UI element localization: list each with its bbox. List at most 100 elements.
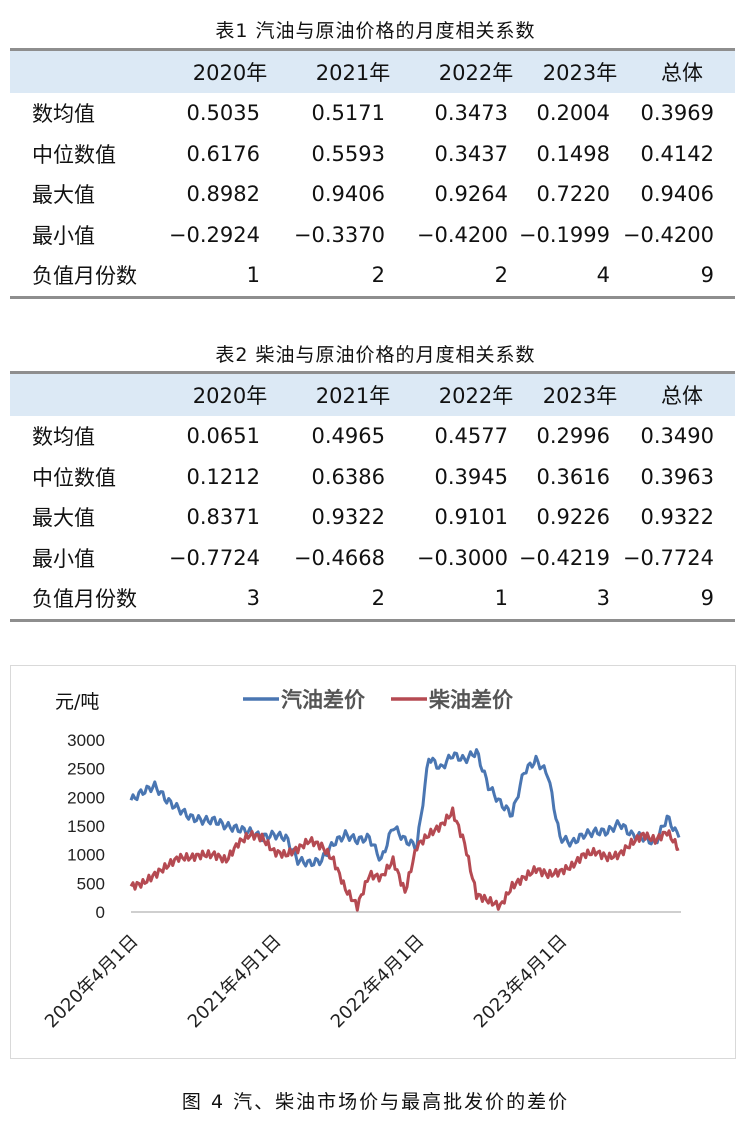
table2-header-total: 总体 [661,384,703,408]
table1-cell: 0.9264 [434,182,508,207]
table2-row-label: 最大值 [32,506,95,531]
table1-cell: −0.4200 [622,222,714,247]
table2-cell: 3 [246,586,260,611]
table1-cell: 0.9406 [311,182,385,207]
table2-cell: 0.8371 [186,505,260,530]
table1-title: 表1 汽油与原油价格的月度相关系数 [215,20,536,42]
table1-cell: 0.4142 [640,141,714,166]
table1-row-label: 最大值 [32,183,95,208]
table2-cell: −0.7724 [622,545,714,570]
table1-cell: 9 [700,263,714,288]
series-line-diesel [129,806,680,912]
table1-cell: −0.4200 [416,222,508,247]
table2-body: 数均值 0.0651 0.4965 0.4577 0.2996 0.3490 中位数值 0.1… [10,416,735,622]
x-tick-label: 2020年4月1日 [41,931,143,1033]
table1-cell: 0.8982 [186,182,260,207]
x-tick-label: 2022年4月1日 [327,931,429,1033]
table1-row: 最大值 0.8982 0.9406 0.9264 0.7220 0.9406 [10,174,735,215]
table1-cell: 0.5035 [186,101,260,126]
table1-cell: 0.5171 [311,101,385,126]
table2-cell: 0.0651 [186,424,260,449]
table1-cell: 0.9406 [640,182,714,207]
table1-cell: 2 [494,263,508,288]
series-line-gasoline [129,748,681,868]
y-axis-label: 元/吨 [55,691,99,713]
x-axis: 2020年4月1日 2021年4月1日 2022年4月1日 2023年4月1日 [41,931,571,1033]
table2-header-row: 2020年 2021年 2022年 2023年 总体 [10,371,735,416]
table2-cell: −0.4668 [293,545,385,570]
table2-cell: 1 [494,586,508,611]
table2-cell: 0.3945 [434,464,508,489]
table1-cell: 0.3437 [434,141,508,166]
table1-row-label: 数均值 [32,102,95,127]
table2-cell: 0.2996 [536,424,610,449]
table2-row-label: 最小值 [32,546,95,571]
y-tick-label: 2000 [67,788,105,807]
table1-header-2021: 2021年 [315,61,391,85]
table2-header-2023: 2023年 [542,384,618,408]
table1-header-2023: 2023年 [542,61,618,85]
table2-row: 负值月份数 3 2 1 3 9 [10,578,735,622]
table1-cell: 0.3473 [434,101,508,126]
table2-cell: 9 [700,586,714,611]
table2-cell: 0.9101 [434,505,508,530]
y-tick-label: 0 [96,903,105,922]
table1-cell: 0.6176 [186,141,260,166]
legend-label: 汽油差价 [281,687,366,712]
table1-row-label: 中位数值 [32,142,116,167]
table1-cell: −0.1999 [518,222,610,247]
table2-cell: 0.9226 [536,505,610,530]
chart-svg: 元/吨 汽油差价 柴油差价 0 500 1000 1500 2000 2500 3000 20… [41,687,681,1033]
price-spread-chart: 元/吨 汽油差价 柴油差价 0 500 1000 1500 2000 2500 3000 20… [10,665,736,1059]
legend-label: 柴油差价 [428,687,514,712]
table1-row: 负值月份数 1 2 2 4 9 [10,255,735,299]
y-tick-label: 1500 [67,817,105,836]
table1-row: 最小值 −0.2924 −0.3370 −0.4200 −0.1999 −0.4200 [10,215,735,256]
table1-cell: 0.5593 [311,141,385,166]
table2-row: 中位数值 0.1212 0.6386 0.3945 0.3616 0.3963 [10,457,735,498]
table2-cell: 0.3963 [640,464,714,489]
x-tick-label: 2023年4月1日 [470,931,572,1033]
table2-cell: 0.1212 [186,464,260,489]
y-axis: 0 500 1000 1500 2000 2500 3000 [67,731,681,922]
y-tick-label: 1000 [67,846,105,865]
table2-cell: 0.9322 [311,505,385,530]
table2-cell: −0.3000 [416,545,508,570]
table2-cell: 0.3616 [536,464,610,489]
figure-caption: 图 4 汽、柴油市场价与最高批发价的差价 [181,1091,570,1113]
table2-row: 数均值 0.0651 0.4965 0.4577 0.2996 0.3490 [10,416,735,457]
table1-cell: 0.3969 [640,101,714,126]
table2-cell: −0.7724 [168,545,260,570]
table2-row-label: 中位数值 [32,465,116,490]
table1-row-label: 最小值 [32,223,95,248]
x-tick-label: 2021年4月1日 [184,931,286,1033]
table1-row-label: 负值月份数 [32,264,137,289]
plot-area [129,748,681,912]
table2-header-2020: 2020年 [192,384,268,408]
table1-header-2022: 2022年 [438,61,514,85]
y-tick-label: 2500 [67,760,105,779]
table1-header-total: 总体 [661,61,703,85]
table1-body: 数均值 0.5035 0.5171 0.3473 0.2004 0.3969 中位数值 0.6… [10,93,735,299]
table1-cell: 2 [371,263,385,288]
table2-cell: −0.4219 [518,545,610,570]
table2-cell: 0.3490 [640,424,714,449]
table2-cell: 0.9322 [640,505,714,530]
table1-cell: 0.2004 [536,101,610,126]
table2-header-2021: 2021年 [315,384,391,408]
table2-row-label: 数均值 [32,425,95,450]
table2-cell: 3 [596,586,610,611]
table2-title: 表2 柴油与原油价格的月度相关系数 [215,344,536,366]
table1-header-2020: 2020年 [192,61,268,85]
table2-cell: 0.6386 [311,464,385,489]
table1-cell: 0.1498 [536,141,610,166]
table1-cell: 1 [246,263,260,288]
table2-header-2022: 2022年 [438,384,514,408]
chart-legend: 汽油差价 柴油差价 [243,687,514,712]
table1-cell: 4 [596,263,610,288]
table2-row-label: 负值月份数 [32,587,137,612]
table2-cell: 0.4577 [434,424,508,449]
table1-cell: −0.2924 [168,222,260,247]
table1-cell: 0.7220 [536,182,610,207]
table1-row: 中位数值 0.6176 0.5593 0.3437 0.1498 0.4142 [10,134,735,175]
